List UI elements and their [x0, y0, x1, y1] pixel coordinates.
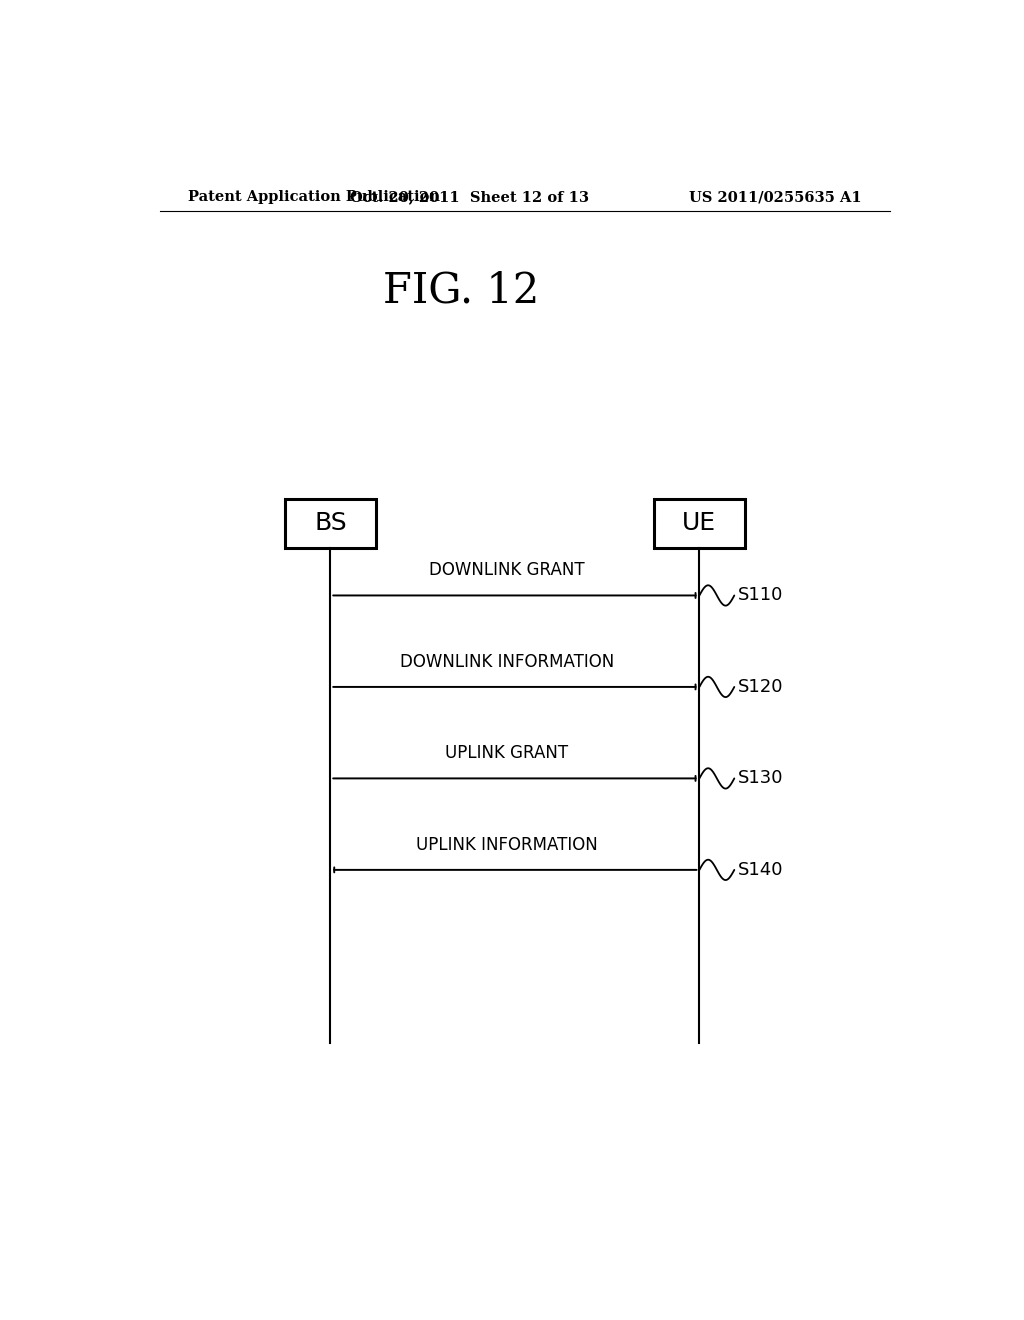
Text: DOWNLINK INFORMATION: DOWNLINK INFORMATION	[399, 652, 614, 671]
Text: Patent Application Publication: Patent Application Publication	[187, 190, 439, 205]
Text: BS: BS	[314, 511, 347, 536]
Text: S140: S140	[737, 861, 783, 879]
Text: Oct. 20, 2011  Sheet 12 of 13: Oct. 20, 2011 Sheet 12 of 13	[350, 190, 589, 205]
Text: S120: S120	[737, 678, 783, 696]
Text: S110: S110	[737, 586, 783, 605]
Text: UPLINK INFORMATION: UPLINK INFORMATION	[416, 836, 598, 854]
Text: DOWNLINK GRANT: DOWNLINK GRANT	[429, 561, 585, 579]
Bar	[285, 499, 376, 548]
Text: UE: UE	[682, 511, 717, 536]
Text: US 2011/0255635 A1: US 2011/0255635 A1	[689, 190, 862, 205]
Text: S130: S130	[737, 770, 783, 788]
Text: FIG. 12: FIG. 12	[383, 269, 540, 312]
Text: UPLINK GRANT: UPLINK GRANT	[445, 744, 568, 762]
Bar	[653, 499, 745, 548]
